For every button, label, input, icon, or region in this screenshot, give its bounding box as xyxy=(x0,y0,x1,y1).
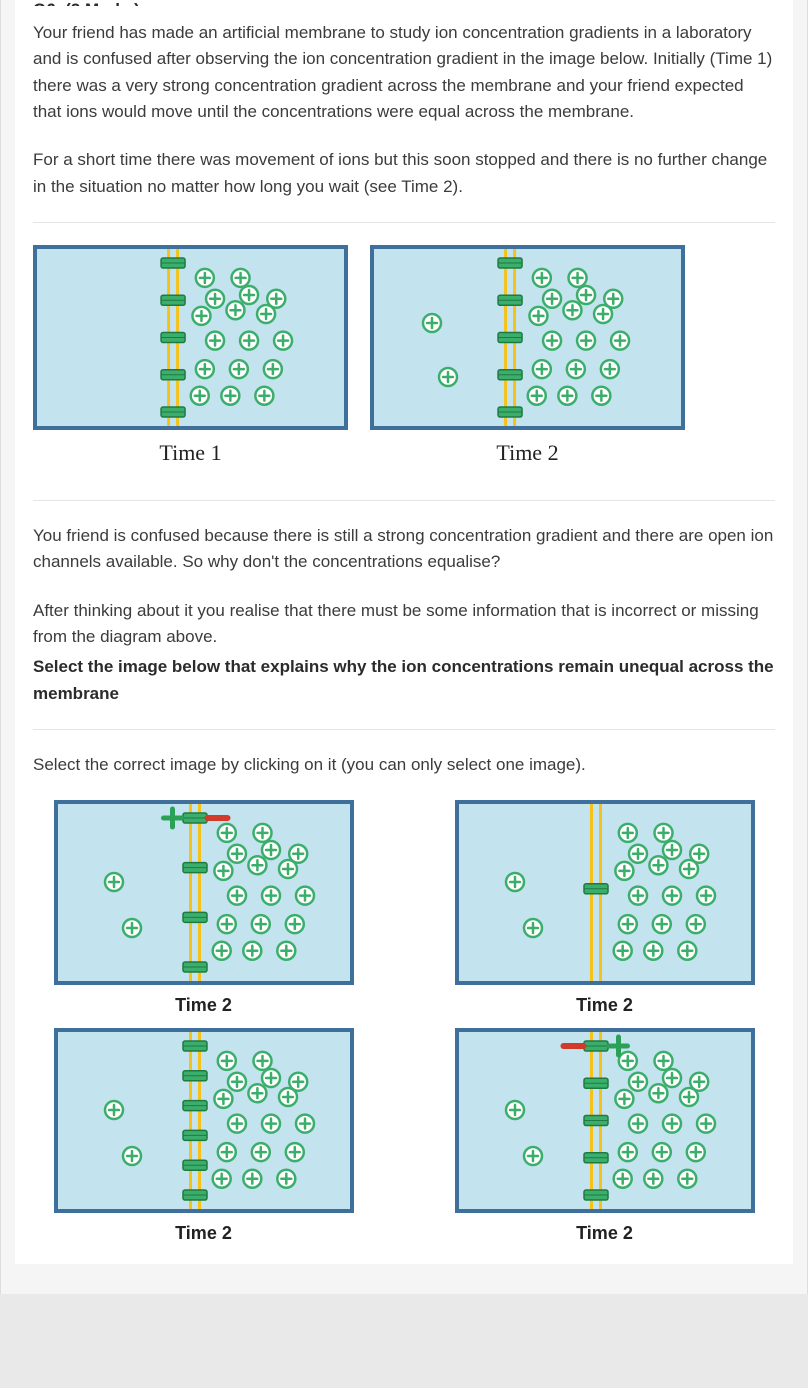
top-figure-row: Time 1 xyxy=(33,245,775,466)
question-header: Q6. (2 Marks). xyxy=(33,0,775,6)
instruction-text: Select the correct image by clicking on … xyxy=(33,752,775,778)
paragraph-3: You friend is confused because there is … xyxy=(33,523,775,576)
answer-option-4-caption: Time 2 xyxy=(576,1223,633,1244)
answer-option-1-caption: Time 2 xyxy=(175,995,232,1016)
paragraph-5-bold: Select the image below that explains why… xyxy=(33,654,775,707)
answer-option-3[interactable]: Time 2 xyxy=(33,1028,374,1244)
answer-option-2[interactable]: Time 2 xyxy=(434,800,775,1016)
paragraph-4: After thinking about it you realise that… xyxy=(33,598,775,651)
divider-3 xyxy=(33,729,775,730)
answer-option-grid: Time 2 xyxy=(33,800,775,1244)
top-figure-2: Time 2 xyxy=(370,245,685,466)
top-figure-1: Time 1 xyxy=(33,245,348,466)
paragraph-1: Your friend has made an artificial membr… xyxy=(33,20,775,125)
answer-option-2-caption: Time 2 xyxy=(576,995,633,1016)
top-figure-1-caption: Time 1 xyxy=(159,440,221,466)
answer-option-1[interactable]: Time 2 xyxy=(33,800,374,1016)
top-figure-2-caption: Time 2 xyxy=(496,440,558,466)
answer-option-3-caption: Time 2 xyxy=(175,1223,232,1244)
divider-1 xyxy=(33,222,775,223)
divider-2 xyxy=(33,500,775,501)
paragraph-2: For a short time there was movement of i… xyxy=(33,147,775,200)
answer-option-4[interactable]: Time 2 xyxy=(434,1028,775,1244)
